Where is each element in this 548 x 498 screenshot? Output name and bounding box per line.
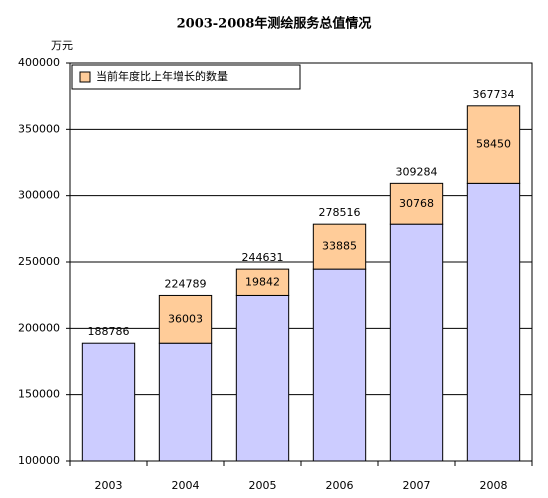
bar-segment (158, 294, 213, 344)
total-label: 224789 (165, 277, 207, 290)
total-label: 367734 (473, 88, 515, 101)
bar-segment (312, 223, 367, 270)
y-tick-label: 400000 (18, 56, 60, 69)
bar-segment (235, 294, 290, 462)
chart-title: 2003-2008年测绘服务总值情况 (177, 16, 372, 32)
x-tick-label: 2004 (172, 479, 200, 492)
x-tick-label: 2003 (95, 479, 123, 492)
y-axis-label: 万元 (51, 39, 73, 52)
x-tick-label: 2008 (480, 479, 508, 492)
bar-segment (389, 223, 444, 462)
data-label: 58450 (476, 138, 511, 151)
total-label: 188786 (88, 325, 130, 338)
y-tick-label: 250000 (18, 255, 60, 268)
y-tick-label: 300000 (18, 189, 60, 202)
bar-segment (158, 342, 213, 462)
x-tick-label: 2007 (403, 479, 431, 492)
bar-segment (312, 268, 367, 462)
x-tick-label: 2005 (249, 479, 277, 492)
data-label: 36003 (168, 312, 203, 325)
y-tick-label: 200000 (18, 321, 60, 334)
y-tick-label: 150000 (18, 388, 60, 401)
bar-segment (389, 182, 444, 225)
legend-label: 当前年度比上年增长的数量 (96, 69, 228, 83)
data-label: 30768 (399, 197, 434, 210)
data-label: 33885 (322, 240, 357, 253)
total-label: 278516 (319, 206, 361, 219)
x-tick-label: 2006 (326, 479, 354, 492)
bar-segment (81, 342, 136, 462)
legend-swatch (79, 71, 91, 83)
data-label: 19842 (245, 275, 280, 288)
bar-segment (235, 268, 290, 296)
bar-segment (466, 105, 521, 184)
bar-segment (466, 182, 521, 462)
total-label: 309284 (396, 165, 438, 178)
total-label: 244631 (242, 251, 284, 264)
legend-box (71, 64, 301, 90)
y-tick-label: 100000 (18, 454, 60, 467)
y-tick-label: 350000 (18, 122, 60, 135)
